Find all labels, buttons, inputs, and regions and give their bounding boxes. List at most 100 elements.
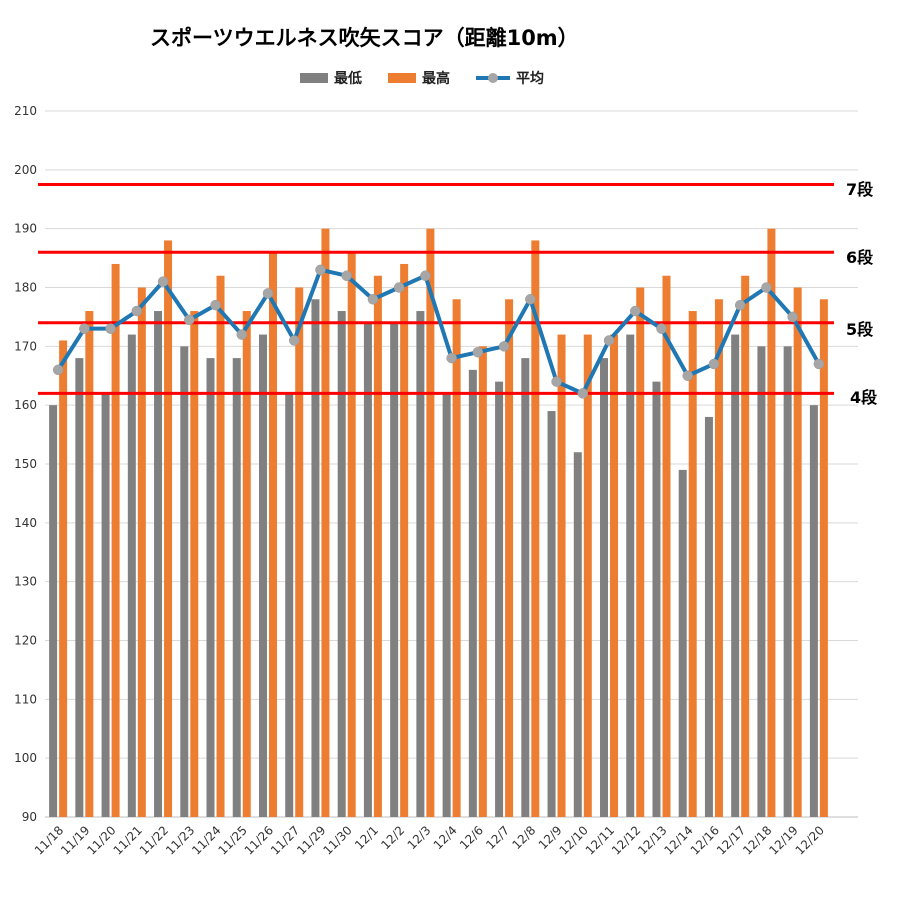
bar-min: [704, 416, 713, 817]
bar-max: [190, 311, 199, 817]
avg-point: [131, 305, 143, 317]
x-tick-label: 11/23: [163, 823, 197, 857]
avg-point: [708, 358, 720, 370]
x-tick-label: 11/30: [320, 823, 354, 857]
bar-min: [311, 299, 320, 817]
bar-min: [75, 358, 84, 817]
avg-point: [787, 311, 798, 323]
bar-max: [164, 240, 173, 817]
bar-max: [268, 252, 277, 817]
avg-point: [393, 282, 405, 293]
bar-min: [258, 334, 267, 817]
bar-max: [767, 228, 776, 817]
bar-min: [337, 311, 346, 817]
bar-min: [573, 452, 582, 817]
y-tick-label: 90: [22, 810, 37, 824]
avg-point: [603, 335, 615, 346]
avg-point: [551, 376, 562, 387]
x-tick-label: 11/20: [84, 823, 118, 857]
bar-max: [583, 334, 592, 817]
legend-swatch-min: [300, 73, 328, 83]
bar-min: [600, 358, 609, 817]
x-tick-label: 12/6: [457, 823, 486, 852]
x-tick-label: 11/24: [189, 823, 223, 857]
legend: 最低 最高 平均: [300, 68, 544, 88]
legend-label-avg: 平均: [516, 71, 544, 87]
bar-min: [783, 346, 792, 817]
bar-max: [557, 334, 566, 817]
bar-min: [495, 381, 504, 817]
legend-label-max: 最高: [422, 71, 450, 87]
avg-point: [420, 270, 431, 281]
y-tick-label: 100: [14, 751, 37, 765]
x-tick-label: 11/25: [216, 823, 250, 857]
bar-max: [347, 252, 356, 817]
bar-max: [85, 311, 94, 817]
bar-max: [242, 311, 251, 817]
bar-max: [531, 240, 540, 817]
bar-min: [416, 311, 425, 817]
bar-max: [373, 275, 382, 817]
bar-max: [636, 287, 645, 817]
avg-point: [236, 329, 247, 340]
bar-min: [232, 358, 241, 817]
bar-min: [442, 393, 451, 817]
bar-max: [452, 299, 461, 817]
legend-item-min: 最低: [300, 68, 362, 88]
avg-point: [577, 388, 589, 399]
bar-max: [688, 311, 697, 817]
bar-max: [478, 346, 487, 817]
y-tick-label: 120: [14, 634, 37, 648]
avg-point: [52, 364, 64, 376]
avg-point: [367, 294, 379, 305]
avg-point: [446, 352, 457, 364]
bar-min: [547, 411, 556, 817]
x-tick-label: 11/18: [32, 823, 66, 857]
x-tick-label: 12/10: [557, 823, 591, 857]
y-tick-label: 160: [14, 398, 37, 412]
avg-point: [656, 323, 667, 334]
bar-max: [741, 275, 750, 817]
x-tick-label: 12/13: [635, 823, 669, 857]
avg-point: [262, 288, 274, 299]
y-tick-label: 140: [14, 516, 37, 530]
avg-line: [56, 267, 821, 396]
x-tick-label: 11/21: [111, 823, 145, 857]
y-tick-label: 110: [14, 692, 37, 706]
x-tick-label: 11/19: [58, 823, 92, 857]
bar-min: [180, 346, 189, 817]
y-tick-label: 130: [14, 575, 37, 589]
ref-label-6dan: 6段: [846, 248, 874, 267]
bar-min: [285, 393, 294, 817]
bar-max: [216, 275, 225, 817]
x-tick-label: 12/1: [352, 823, 381, 852]
ref-label-7dan: 7段: [846, 180, 874, 199]
avg-point: [761, 282, 772, 293]
avg-point: [157, 276, 169, 287]
x-tick-label: 11/26: [242, 823, 276, 857]
avg-point: [525, 294, 536, 305]
chart-title: スポーツウエルネス吹矢スコア（距離10m）: [150, 26, 579, 50]
avg-point: [210, 299, 221, 311]
bar-max: [426, 228, 435, 817]
x-tick-label: 12/2: [378, 823, 407, 852]
bar-min: [678, 469, 687, 817]
avg-point: [79, 323, 90, 334]
x-tick-label: 12/12: [609, 823, 643, 857]
bar-max: [400, 263, 409, 817]
avg-point: [341, 270, 352, 281]
x-tick-label: 12/8: [509, 823, 538, 852]
x-tick-label: 11/22: [137, 823, 171, 857]
avg-point: [682, 370, 693, 381]
bar-min: [809, 405, 818, 817]
avg-point: [498, 341, 510, 352]
bar-min: [468, 369, 477, 817]
legend-label-min: 最低: [334, 71, 362, 87]
x-tick-label: 12/3: [405, 823, 434, 852]
x-tick-label: 12/16: [688, 823, 722, 857]
avg-point: [315, 264, 326, 276]
avg-point: [472, 346, 484, 358]
avg-point: [630, 305, 641, 317]
x-tick-label: 12/11: [583, 823, 617, 857]
x-tick-label: 12/18: [740, 823, 774, 857]
